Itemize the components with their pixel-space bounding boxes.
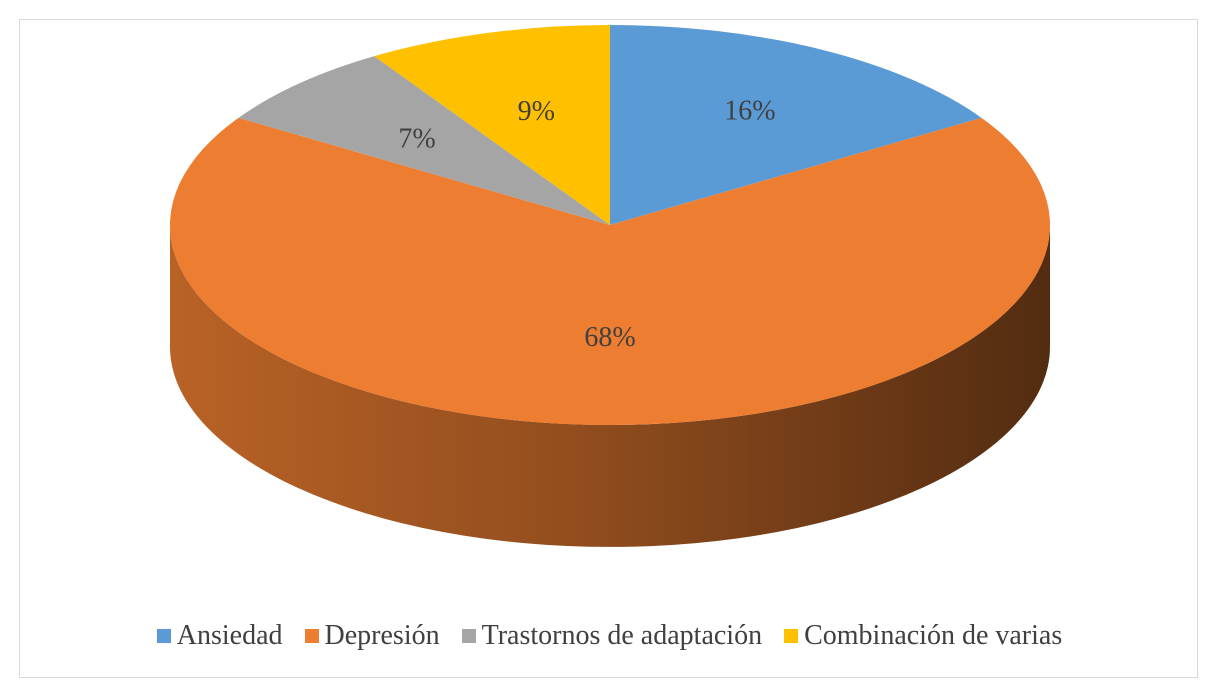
pie-side-depresion bbox=[170, 225, 1050, 547]
legend-item-combinacion: Combinación de varias bbox=[784, 620, 1062, 652]
pie-top-group bbox=[169, 25, 1050, 426]
data-label-trastornos: 7% bbox=[398, 123, 435, 154]
pie-side-group bbox=[170, 225, 1050, 547]
legend-swatch bbox=[156, 629, 171, 643]
pie-slice-trastornos bbox=[238, 56, 610, 225]
legend-label: Ansiedad bbox=[176, 620, 283, 651]
legend-item-ansiedad: Ansiedad bbox=[156, 620, 283, 652]
legend-swatch bbox=[784, 629, 799, 643]
pie-slice-combinacion bbox=[374, 25, 610, 225]
pie-chart: 16% 68% 7% 9% bbox=[169, 25, 1050, 547]
pie-labels-group: 16% 68% 7% 9% bbox=[398, 95, 775, 353]
legend-swatch bbox=[461, 629, 476, 643]
legend-item-depresion: Depresión bbox=[304, 620, 440, 652]
data-label-depresion: 68% bbox=[584, 322, 635, 353]
legend-swatch bbox=[304, 629, 319, 643]
legend-label: Combinación de varias bbox=[804, 620, 1063, 651]
data-label-ansiedad: 16% bbox=[724, 95, 775, 126]
data-label-combinacion: 9% bbox=[518, 96, 555, 127]
legend-item-trastornos: Trastornos de adaptación bbox=[461, 620, 763, 652]
legend-label: Trastornos de adaptación bbox=[481, 620, 763, 651]
legend: Ansiedad Depresión Trastornos de adaptac… bbox=[0, 620, 1219, 652]
pie-slice-ansiedad bbox=[610, 25, 982, 225]
pie-slice-depresion bbox=[169, 117, 1050, 426]
legend-label: Depresión bbox=[324, 620, 440, 651]
